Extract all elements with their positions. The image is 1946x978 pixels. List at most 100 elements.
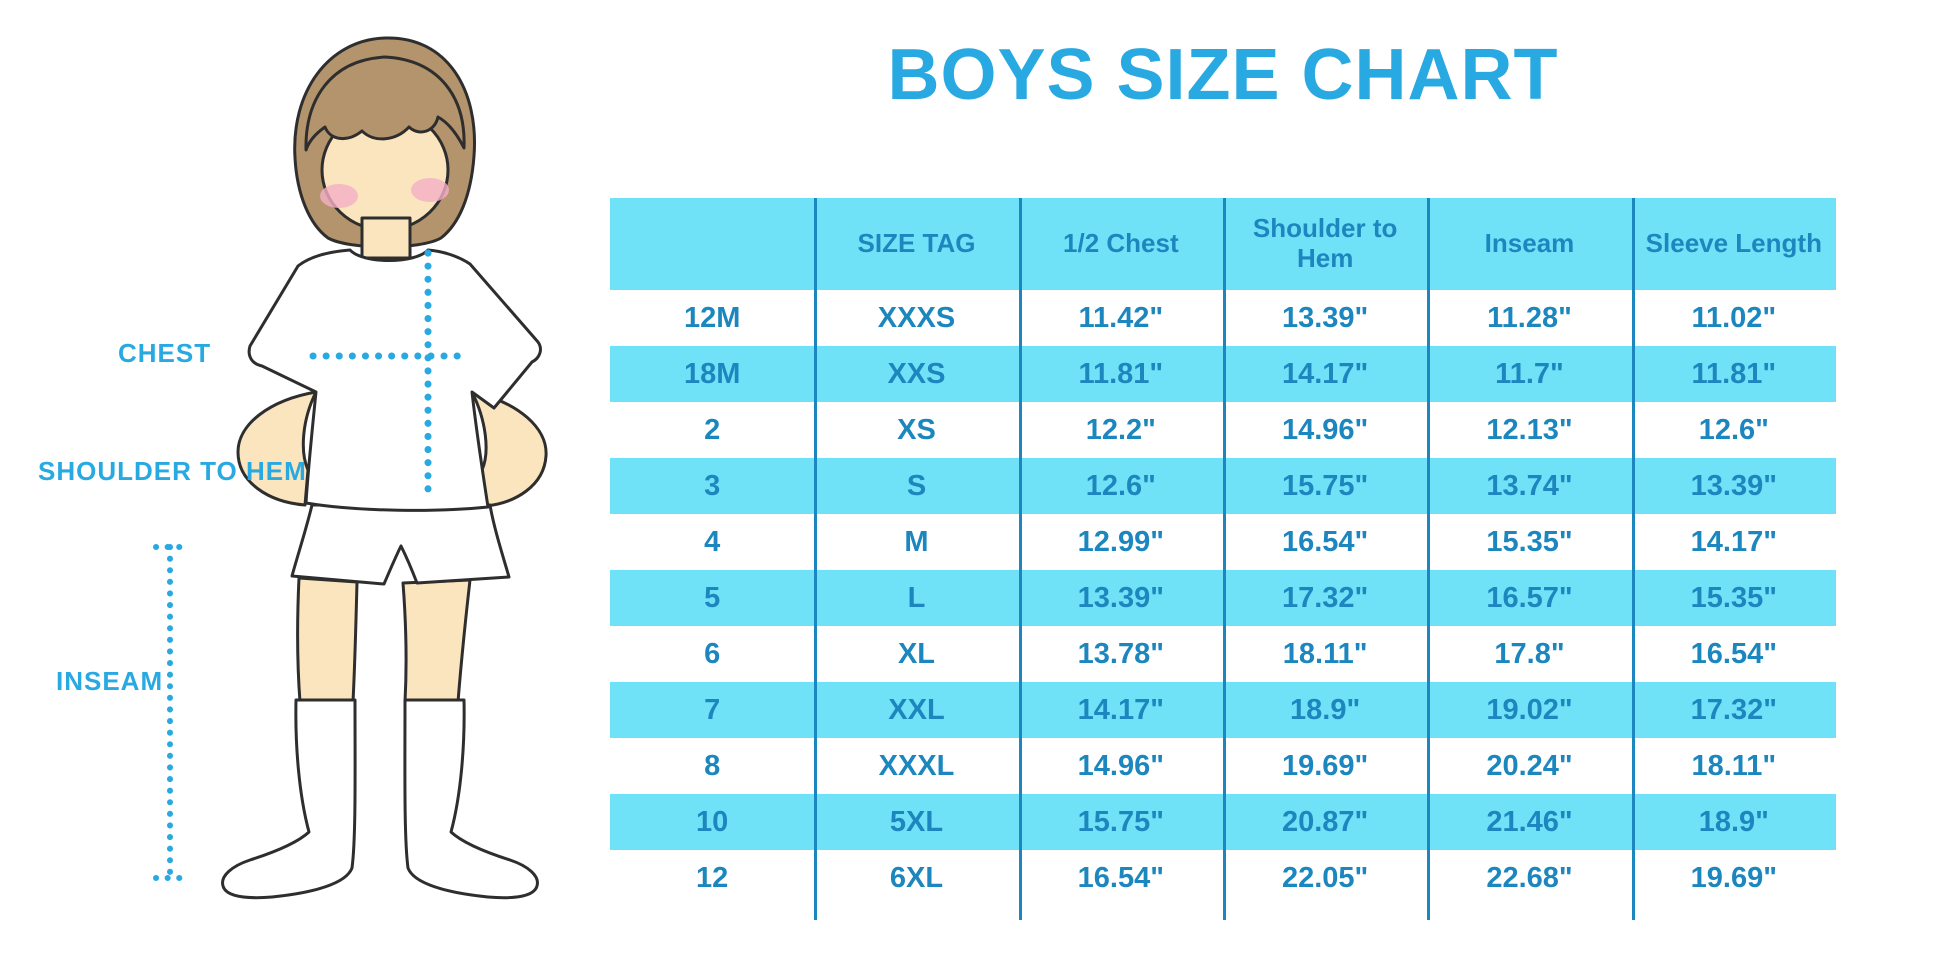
- table-cell: 4: [610, 514, 815, 570]
- table-cell: 11.7": [1427, 346, 1632, 402]
- table-cell: 17.32": [1222, 570, 1428, 626]
- table-cell: 11.42": [1018, 290, 1223, 346]
- table-cell: 19.02": [1427, 682, 1632, 738]
- table-cell: 21.46": [1427, 794, 1632, 850]
- table-cell: XS: [814, 402, 1019, 458]
- table-cell: 11.81": [1631, 346, 1836, 402]
- table-header-cell: 1/2 Chest: [1018, 198, 1223, 290]
- boy-left-arm: [236, 390, 318, 507]
- table-cell: 16.57": [1427, 570, 1632, 626]
- table-cell: 14.96": [1222, 402, 1428, 458]
- table-cell: 5: [610, 570, 815, 626]
- table-cell: 18.11": [1631, 738, 1836, 794]
- table-cell: 22.05": [1222, 850, 1428, 906]
- table-cell: 18.11": [1222, 626, 1428, 682]
- table-header-cell: Inseam: [1427, 198, 1632, 290]
- table-cell: 10: [610, 794, 815, 850]
- table-cell: 15.75": [1222, 458, 1428, 514]
- shoulder-to-hem-label: SHOULDER TO HEM: [38, 456, 307, 486]
- table-header-cell: Sleeve Length: [1631, 198, 1836, 290]
- table-cell: 12M: [610, 290, 815, 346]
- table-cell: 5XL: [814, 794, 1019, 850]
- table-header-cell: [610, 198, 815, 290]
- table-cell: 17.8": [1427, 626, 1632, 682]
- blush-left: [320, 184, 358, 208]
- table-cell: 2: [610, 402, 815, 458]
- boy-left-sock: [221, 698, 357, 900]
- boy-right-leg: [401, 578, 472, 704]
- table-cell: 15.35": [1427, 514, 1632, 570]
- table-cell: 11.28": [1427, 290, 1632, 346]
- table-cell: 7: [610, 682, 815, 738]
- column-divider: [814, 198, 817, 920]
- table-cell: 18.9": [1631, 794, 1836, 850]
- table-cell: 18M: [610, 346, 815, 402]
- boy-tshirt: [247, 248, 542, 512]
- table-cell: 12.99": [1018, 514, 1223, 570]
- column-divider: [1019, 198, 1022, 920]
- table-row: 7 XXL 14.17" 18.9" 19.02" 17.32": [610, 682, 1836, 738]
- table-cell: 8: [610, 738, 815, 794]
- table-cell: 16.54": [1018, 850, 1223, 906]
- boy-neck: [360, 216, 412, 260]
- table-row: 5 L 13.39" 17.32" 16.57" 15.35": [610, 570, 1836, 626]
- table-cell: 17.32": [1631, 682, 1836, 738]
- table-cell: XXXS: [814, 290, 1019, 346]
- table-cell: S: [814, 458, 1019, 514]
- table-cell: L: [814, 570, 1019, 626]
- table-header-row: SIZE TAG 1/2 Chest Shoulder to Hem Inseam Sl…: [610, 198, 1836, 290]
- size-table: SIZE TAG 1/2 Chest Shoulder to Hem Inseam Sl…: [610, 198, 1836, 906]
- table-cell: 19.69": [1631, 850, 1836, 906]
- table-cell: 20.87": [1222, 794, 1428, 850]
- table-header-cell: Shoulder to Hem: [1222, 198, 1428, 290]
- table-cell: XXL: [814, 682, 1019, 738]
- table-cell: 12.13": [1427, 402, 1632, 458]
- table-cell: 13.39": [1631, 458, 1836, 514]
- table-cell: 14.96": [1018, 738, 1223, 794]
- table-cell: 16.54": [1222, 514, 1428, 570]
- chest-label: CHEST: [118, 338, 212, 368]
- table-cell: 13.78": [1018, 626, 1223, 682]
- measurement-figure-panel: CHEST SHOULDER TO HEM INSEAM: [0, 0, 580, 973]
- column-divider: [1427, 198, 1430, 920]
- table-cell: 12.6": [1631, 402, 1836, 458]
- table-cell: 13.74": [1427, 458, 1632, 514]
- table-row: 8 XXXL 14.96" 19.69" 20.24" 18.11": [610, 738, 1836, 794]
- table-row: 12 6XL 16.54" 22.05" 22.68" 19.69": [610, 850, 1836, 906]
- table-header-cell: SIZE TAG: [814, 198, 1019, 290]
- boy-illustration: [153, 36, 548, 900]
- table-cell: 22.68": [1427, 850, 1632, 906]
- table-cell: M: [814, 514, 1019, 570]
- table-cell: XXS: [814, 346, 1019, 402]
- table-row: 2 XS 12.2" 14.96" 12.13" 12.6": [610, 402, 1836, 458]
- table-row: 18M XXS 11.81" 14.17" 11.7" 11.81": [610, 346, 1836, 402]
- boy-hair-fringe: [304, 55, 466, 152]
- table-cell: 11.02": [1631, 290, 1836, 346]
- table-cell: XL: [814, 626, 1019, 682]
- column-divider: [1632, 198, 1635, 920]
- boy-right-arm: [470, 390, 548, 508]
- blush-right: [411, 178, 449, 202]
- table-cell: 20.24": [1427, 738, 1632, 794]
- boy-right-sock: [403, 698, 539, 900]
- column-divider: [1223, 198, 1226, 920]
- table-cell: 15.35": [1631, 570, 1836, 626]
- table-cell: 12.6": [1018, 458, 1223, 514]
- page-title: BOYS SIZE CHART: [887, 35, 1559, 115]
- table-cell: 14.17": [1631, 514, 1836, 570]
- size-table-header: SIZE TAG 1/2 Chest Shoulder to Hem Inseam Sl…: [610, 198, 1836, 290]
- table-cell: 11.81": [1018, 346, 1223, 402]
- inseam-label: INSEAM: [56, 666, 164, 696]
- table-row: 4 M 12.99" 16.54" 15.35" 14.17": [610, 514, 1836, 570]
- table-cell: 15.75": [1018, 794, 1223, 850]
- boy-shorts: [290, 503, 511, 586]
- table-cell: 14.17": [1222, 346, 1428, 402]
- table-cell: 12.2": [1018, 402, 1223, 458]
- table-cell: XXXL: [814, 738, 1019, 794]
- table-row: 6 XL 13.78" 18.11" 17.8" 16.54": [610, 626, 1836, 682]
- table-cell: 19.69": [1222, 738, 1428, 794]
- table-row: 12M XXXS 11.42" 13.39" 11.28" 11.02": [610, 290, 1836, 346]
- table-cell: 3: [610, 458, 815, 514]
- table-cell: 16.54": [1631, 626, 1836, 682]
